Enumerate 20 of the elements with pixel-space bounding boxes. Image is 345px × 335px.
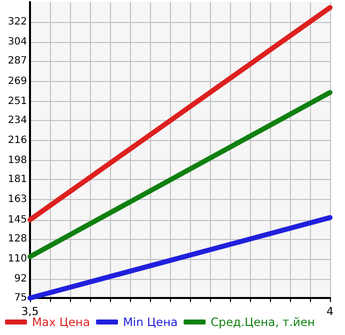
y-tick-label: 163: [8, 194, 27, 206]
legend-label: Min Цена: [123, 315, 178, 329]
y-tick-label: 75: [14, 292, 27, 304]
y-tick-label: 234: [8, 114, 27, 126]
y-tick-label: 304: [8, 36, 27, 48]
y-tick-label: 269: [8, 76, 27, 87]
y-tick-label: 128: [8, 233, 27, 244]
y-tick-label: 287: [8, 56, 27, 67]
x-tick-label: 3,5: [21, 305, 39, 318]
legend-label: Сред.Цена, т.йен: [210, 315, 315, 329]
y-tick-label: 181: [8, 174, 27, 186]
y-tick-label: 216: [8, 135, 27, 146]
x-tick-label: 4: [326, 305, 334, 318]
y-tick-label: 145: [8, 214, 27, 226]
y-tick-label: 110: [8, 253, 27, 264]
legend-label: Max Цена: [32, 315, 90, 329]
y-tick-label: 251: [8, 96, 27, 107]
y-tick-label: 92: [14, 274, 27, 285]
y-tick-label: 198: [8, 155, 27, 166]
y-tick-label: 322: [8, 16, 27, 28]
